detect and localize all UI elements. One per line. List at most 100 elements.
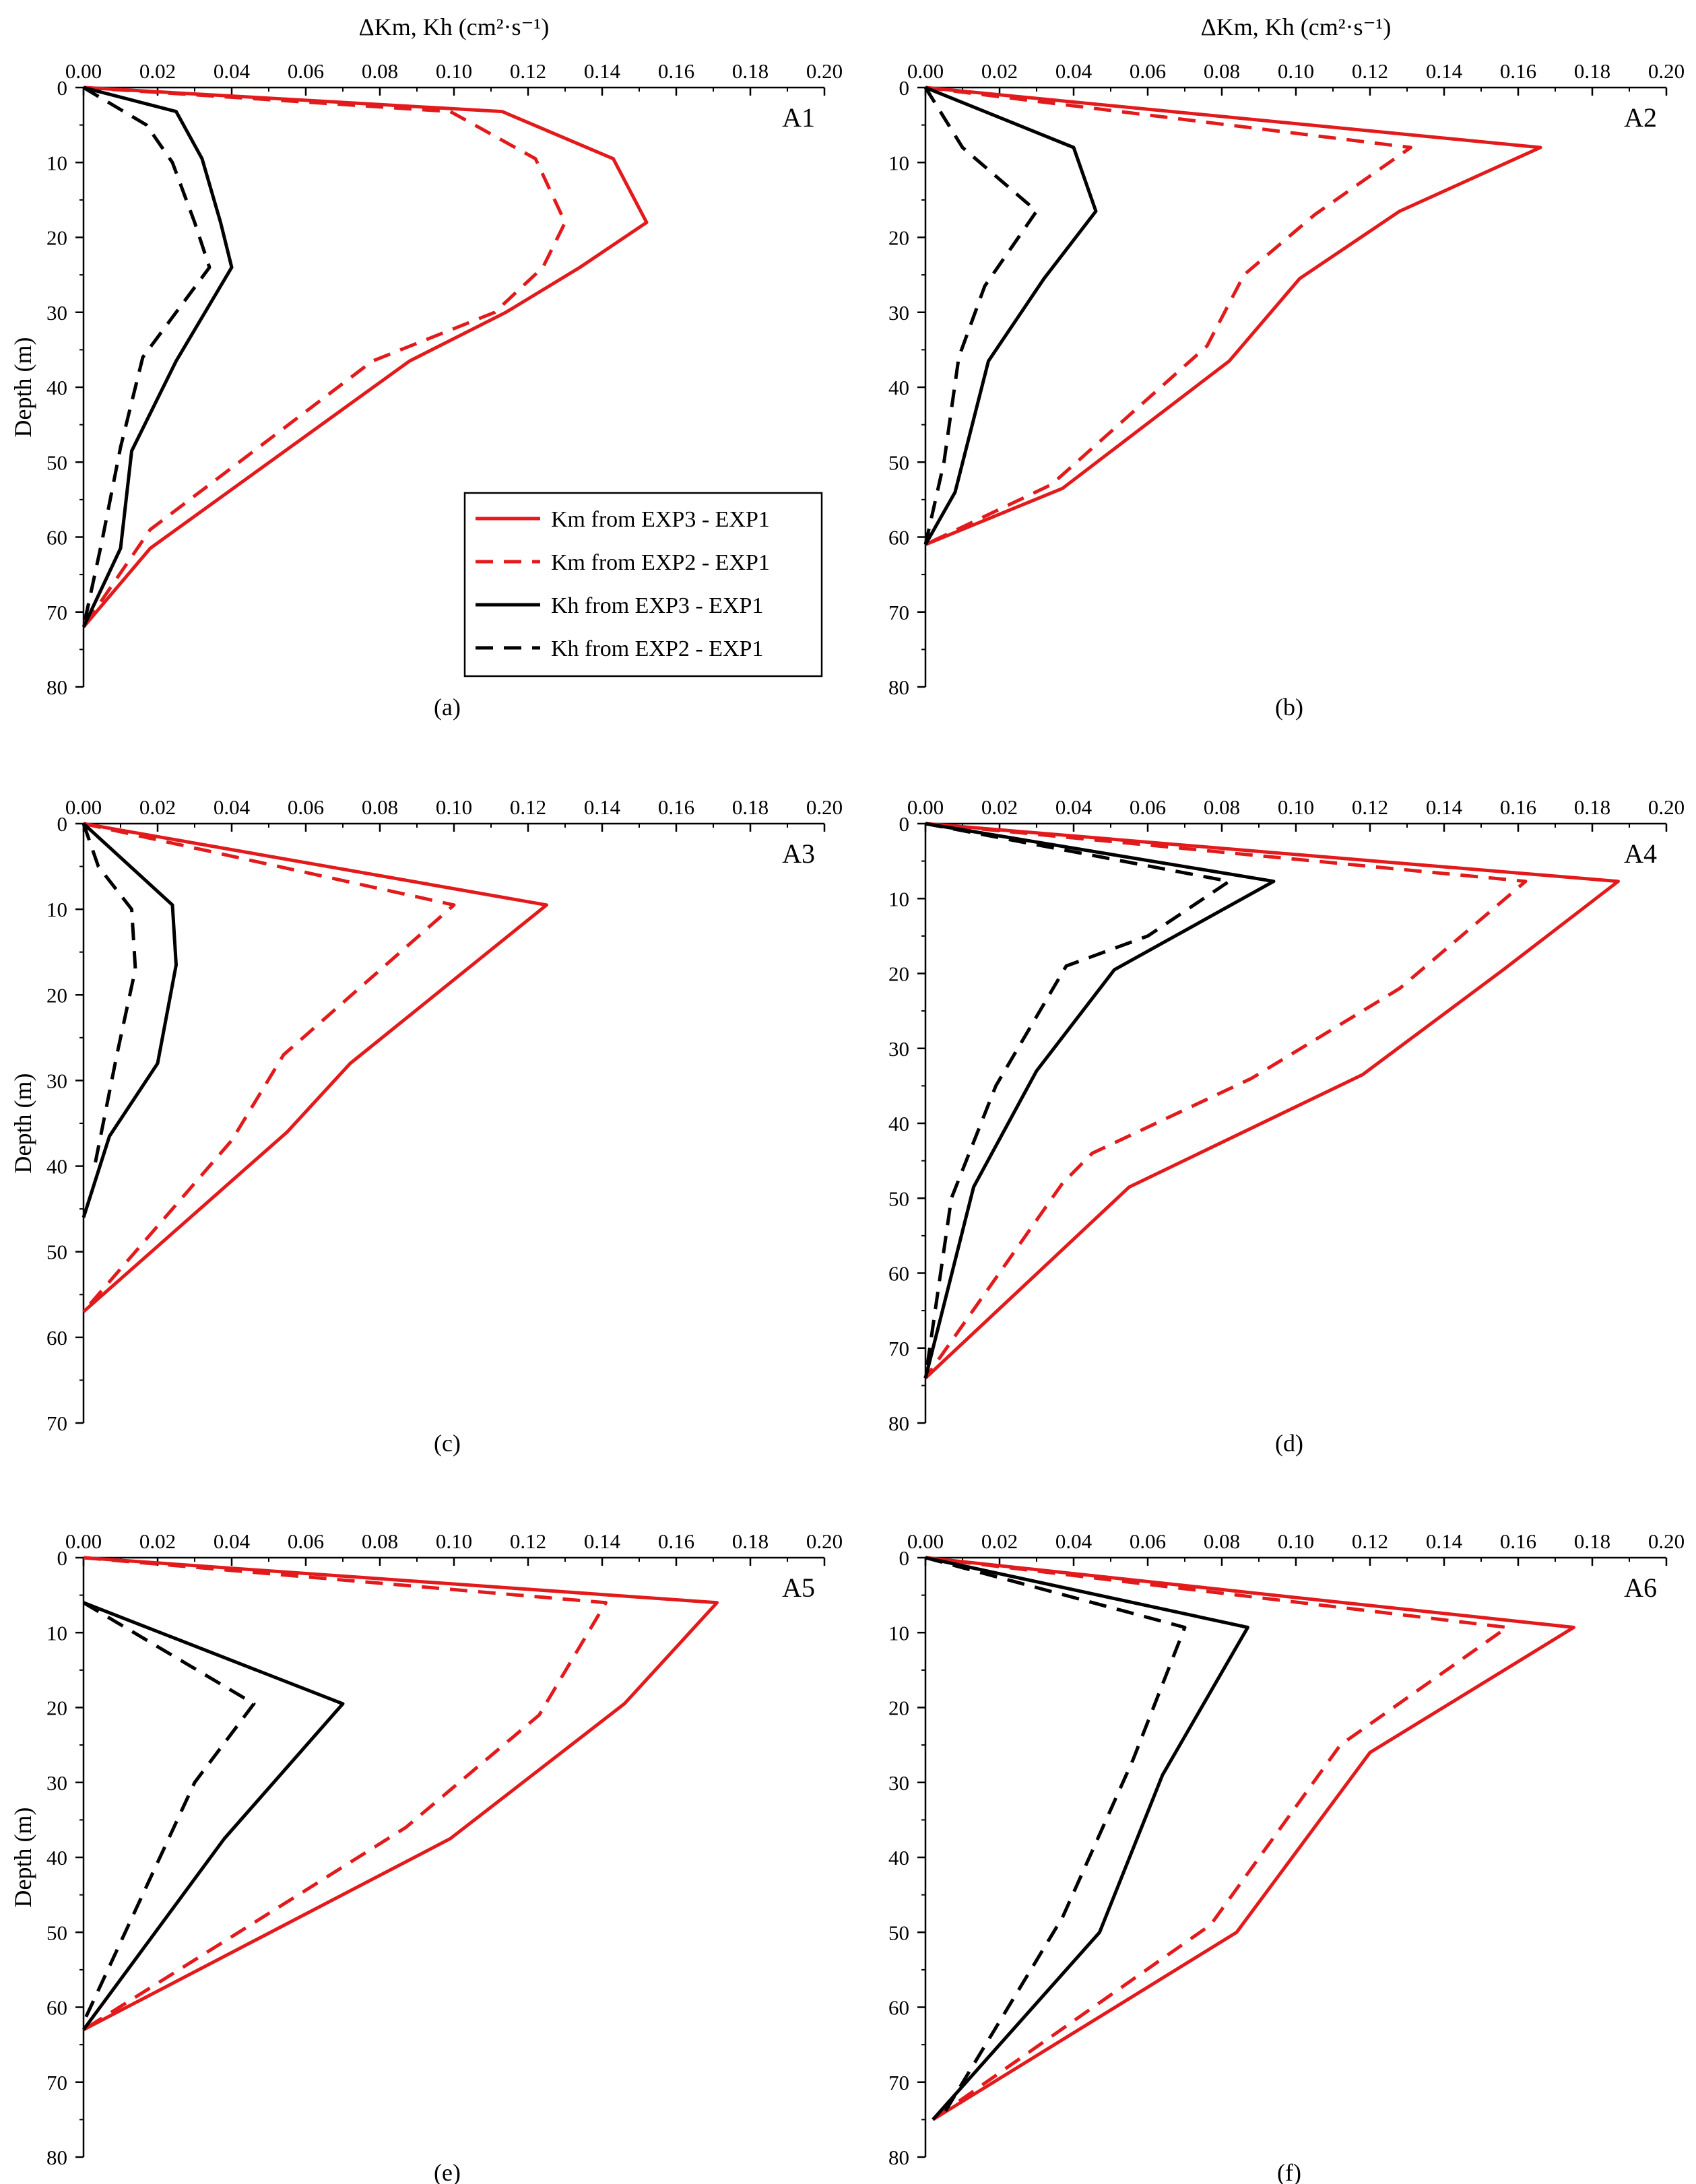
series-line-4 — [923, 86, 1039, 545]
x-tick-label: 0.00 — [907, 1529, 944, 1553]
y-tick-label: 30 — [46, 1069, 67, 1092]
y-tick-label: 60 — [888, 1996, 909, 2020]
x-tick-label: 0.06 — [288, 1529, 324, 1553]
x-tick-label: 0.18 — [1574, 1529, 1610, 1553]
panel-a3: 0.00 0.02 0.04 0.06 0.08 0.10 0.12 0.14 0.16 0.18… — [9, 795, 843, 1457]
x-tick-label: 0.00 — [65, 1529, 102, 1553]
series-line-3 — [81, 822, 178, 1218]
x-axis-title: ΔKm, Kh (cm²·s⁻¹) — [359, 13, 550, 40]
legend-box — [463, 492, 823, 677]
y-tick-label: 20 — [888, 1696, 909, 1720]
y-tick-label: 40 — [888, 1846, 909, 1869]
series-line-2 — [925, 1556, 1509, 2121]
x-tick-label: 0.16 — [1500, 59, 1536, 83]
series-line-1 — [82, 1556, 719, 2032]
panel-caption: (d) — [1275, 1430, 1303, 1457]
y-tick-label: 20 — [888, 962, 909, 986]
x-tick-label: 0.14 — [584, 1529, 621, 1553]
panel-caption: (f) — [1277, 2159, 1301, 2184]
x-tick-label: 0.00 — [65, 59, 102, 83]
x-tick-label: 0.00 — [65, 795, 102, 819]
x-tick-label: 0.18 — [732, 1529, 769, 1553]
x-tick-label: 0.04 — [214, 59, 251, 83]
x-tick-label: 0.06 — [1130, 59, 1166, 83]
panel-a1: 0.00 0.02 0.04 0.06 0.08 0.10 0.12 0.14 0.16 0.18… — [9, 13, 843, 721]
series-line-3 — [923, 86, 1098, 545]
y-tick-label: 10 — [46, 1621, 67, 1645]
x-tick-label: 0.20 — [1648, 59, 1685, 83]
series-line-3 — [81, 86, 234, 628]
x-tick-label: 0.02 — [981, 1529, 1018, 1553]
x-tick-label: 0.14 — [1426, 795, 1463, 819]
y-axis-title: Depth (m) — [9, 1073, 36, 1174]
series-line-1 — [925, 86, 1542, 546]
panel-label: A3 — [782, 838, 815, 869]
series-line-2 — [923, 822, 1528, 1379]
series-line-4 — [81, 86, 211, 628]
x-tick-label: 0.02 — [981, 795, 1018, 819]
legend-label: Km from EXP3 - EXP1 — [551, 507, 770, 532]
series-line-4 — [81, 823, 137, 1167]
y-tick-label: 30 — [46, 301, 67, 325]
y-axis-title: Depth (m) — [9, 337, 36, 438]
y-tick-label: 0 — [899, 76, 910, 100]
y-tick-label: 40 — [888, 1112, 909, 1135]
y-tick-label: 70 — [888, 1337, 909, 1360]
x-tick-label: 0.14 — [584, 59, 621, 83]
panel-caption: (e) — [434, 2159, 461, 2184]
series-line-2 — [82, 822, 456, 1313]
x-tick-label: 0.06 — [288, 795, 324, 819]
x-tick-label: 0.04 — [1055, 1529, 1092, 1553]
y-tick-label: 10 — [888, 1621, 909, 1645]
y-tick-label: 0 — [57, 1546, 68, 1570]
y-tick-label: 0 — [57, 76, 68, 100]
y-tick-label: 0 — [899, 812, 910, 836]
panel-label: A6 — [1624, 1573, 1657, 1603]
y-tick-label: 60 — [46, 1996, 67, 2020]
y-tick-label: 70 — [46, 601, 67, 624]
x-tick-label: 0.02 — [139, 59, 176, 83]
x-tick-label: 0.14 — [584, 795, 621, 819]
x-tick-label: 0.02 — [981, 59, 1018, 83]
x-tick-label: 0.12 — [1352, 795, 1388, 819]
x-tick-label: 0.16 — [1500, 1529, 1536, 1553]
x-tick-label: 0.10 — [1278, 59, 1314, 83]
y-tick-label: 70 — [888, 2071, 909, 2094]
x-tick-label: 0.18 — [1574, 59, 1610, 83]
x-tick-label: 0.18 — [732, 59, 769, 83]
x-tick-label: 0.18 — [1574, 795, 1610, 819]
y-tick-label: 10 — [46, 151, 67, 174]
x-tick-label: 0.04 — [1055, 795, 1092, 819]
y-tick-label: 60 — [46, 1326, 67, 1350]
x-tick-label: 0.12 — [510, 1529, 546, 1553]
legend-label: Km from EXP2 - EXP1 — [551, 550, 770, 575]
x-tick-label: 0.20 — [806, 1529, 843, 1553]
y-tick-label: 0 — [899, 1546, 910, 1570]
y-tick-label: 80 — [888, 1412, 909, 1435]
y-tick-label: 50 — [888, 1187, 909, 1210]
series-line-2 — [82, 1556, 608, 2032]
y-tick-label: 40 — [888, 376, 909, 399]
x-tick-label: 0.10 — [1278, 795, 1314, 819]
y-tick-label: 40 — [46, 376, 67, 399]
panel-caption: (c) — [434, 1430, 461, 1457]
y-tick-label: 50 — [46, 1921, 67, 1944]
y-tick-label: 50 — [888, 1921, 909, 1944]
x-tick-label: 0.18 — [732, 795, 769, 819]
series-line-3 — [923, 822, 1276, 1379]
y-tick-label: 60 — [888, 526, 909, 550]
series-line-2 — [924, 86, 1412, 546]
y-tick-label: 30 — [888, 301, 909, 325]
y-tick-label: 40 — [46, 1846, 67, 1869]
legend: Km from EXP3 - EXP1 Km from EXP2 - EXP1 Kh… — [463, 492, 823, 677]
legend-label: Kh from EXP3 - EXP1 — [551, 593, 763, 618]
x-tick-label: 0.08 — [1204, 795, 1240, 819]
x-tick-label: 0.20 — [806, 59, 843, 83]
x-tick-label: 0.10 — [436, 1529, 472, 1553]
x-tick-label: 0.10 — [436, 59, 472, 83]
x-tick-label: 0.02 — [139, 795, 176, 819]
x-tick-label: 0.04 — [1055, 59, 1092, 83]
y-tick-label: 70 — [888, 601, 909, 624]
x-tick-label: 0.06 — [1130, 795, 1166, 819]
